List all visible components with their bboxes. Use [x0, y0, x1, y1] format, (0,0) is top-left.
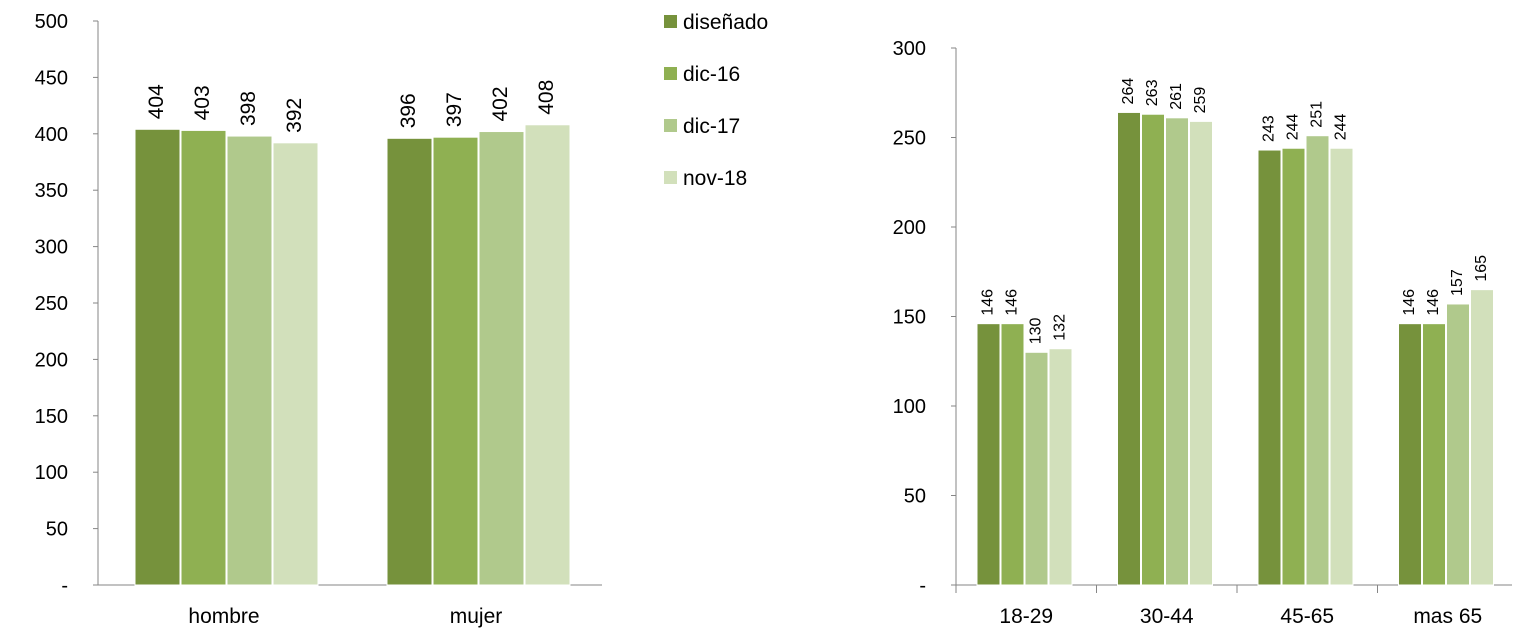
age-data-label: 132	[1052, 314, 1069, 341]
gender-bar-dic-16-mujer	[432, 136, 479, 586]
legend-swatch	[664, 67, 677, 80]
gender-bar-diseñado-mujer	[386, 137, 433, 586]
gender-data-label: 408	[535, 80, 558, 115]
legend-label: dic-16	[683, 63, 740, 86]
gender-bar-dic-16-hombre	[180, 129, 227, 586]
gender-data-label: 404	[145, 84, 168, 119]
legend: diseñado dic-16 dic-17 nov-18	[664, 11, 768, 190]
age-y-tick-label: 100	[893, 396, 926, 418]
age-data-label: 243	[1261, 115, 1278, 142]
age-y-tick-label: 150	[893, 307, 926, 329]
legend-swatch	[664, 15, 677, 28]
age-bar-dic-16-45-65	[1281, 147, 1306, 586]
gender-y-tick-label: 350	[35, 180, 68, 202]
age-bar-diseñado-18-29	[976, 323, 1001, 586]
gender-y-tick-label: 150	[35, 406, 68, 428]
gender-bar-nov-18-hombre	[272, 142, 319, 586]
gender-category-label: mujer	[450, 605, 503, 628]
age-data-label: 157	[1449, 269, 1466, 296]
age-data-label: 146	[1425, 289, 1442, 316]
age-y-tick-label: 300	[893, 38, 926, 60]
chart-by-age: - 50 100 150 200 250 300 146 146 130 132 18-29 264 26…	[893, 38, 1512, 628]
age-data-label: 263	[1144, 79, 1161, 106]
age-y-tick-label: 200	[893, 217, 926, 239]
gender-category-label: hombre	[188, 605, 259, 628]
age-y-tick-label: -	[919, 575, 926, 597]
age-category-label: 45-65	[1280, 605, 1334, 628]
gender-y-tick-label: 500	[35, 11, 68, 33]
age-bar-nov-18-mas 65	[1470, 289, 1494, 586]
age-category-label: 18-29	[999, 605, 1053, 628]
gender-data-label: 398	[237, 91, 260, 126]
age-bar-diseñado-mas 65	[1398, 323, 1422, 586]
age-data-label: 259	[1192, 87, 1209, 114]
age-data-label: 244	[1333, 113, 1350, 140]
gender-y-tick-label: 400	[35, 124, 68, 146]
gender-data-label: 402	[489, 86, 512, 121]
age-category-label: mas 65	[1413, 605, 1482, 628]
age-bar-dic-17-45-65	[1305, 135, 1330, 586]
legend-label: diseñado	[683, 11, 768, 34]
chart-by-gender: - 50 100 150 200 250 300 350 400 450 500 404 403 398 3…	[35, 11, 602, 628]
gender-y-tick-label: 200	[35, 349, 68, 371]
age-data-label: 146	[980, 289, 997, 316]
age-data-label: 130	[1028, 318, 1045, 345]
gender-data-label: 396	[397, 93, 420, 128]
age-data-label: 261	[1168, 83, 1185, 110]
age-data-label: 146	[1004, 289, 1021, 316]
legend-swatch	[664, 171, 677, 184]
age-data-label: 146	[1401, 289, 1418, 316]
age-bar-dic-17-18-29	[1024, 351, 1049, 586]
age-bar-nov-18-45-65	[1329, 147, 1354, 586]
gender-y-tick-label: 50	[46, 519, 68, 541]
age-bar-dic-17-30-44	[1165, 117, 1189, 586]
gender-bar-diseñado-hombre	[134, 128, 181, 586]
age-bar-diseñado-45-65	[1257, 149, 1282, 586]
gender-y-tick-label: 250	[35, 293, 68, 315]
age-bar-diseñado-30-44	[1117, 111, 1141, 586]
age-bar-nov-18-18-29	[1048, 348, 1073, 586]
gender-data-label: 403	[191, 85, 214, 120]
age-data-label: 251	[1309, 101, 1326, 128]
gender-bar-nov-18-mujer	[524, 124, 571, 586]
gender-data-label: 397	[443, 92, 466, 127]
age-y-tick-label: 50	[904, 486, 926, 508]
gender-y-tick-label: -	[61, 575, 68, 597]
gender-y-tick-label: 300	[35, 237, 68, 259]
gender-y-tick-label: 100	[35, 462, 68, 484]
age-data-label: 264	[1120, 78, 1137, 105]
legend-label: nov-18	[683, 167, 747, 190]
gender-data-label: 392	[283, 98, 306, 133]
age-bar-nov-18-30-44	[1189, 120, 1213, 586]
age-bar-dic-16-30-44	[1141, 113, 1165, 586]
gender-bar-dic-17-mujer	[478, 131, 525, 586]
legend-label: dic-17	[683, 115, 740, 138]
gender-bar-dic-17-hombre	[226, 135, 273, 586]
age-data-label: 244	[1285, 113, 1302, 140]
age-data-label: 165	[1473, 255, 1490, 282]
age-bar-dic-16-18-29	[1000, 323, 1025, 586]
age-y-tick-label: 250	[893, 128, 926, 150]
age-bar-dic-17-mas 65	[1446, 303, 1470, 586]
gender-y-tick-label: 450	[35, 67, 68, 89]
age-category-label: 30-44	[1140, 605, 1194, 628]
legend-swatch	[664, 119, 677, 132]
age-bar-dic-16-mas 65	[1422, 323, 1446, 586]
